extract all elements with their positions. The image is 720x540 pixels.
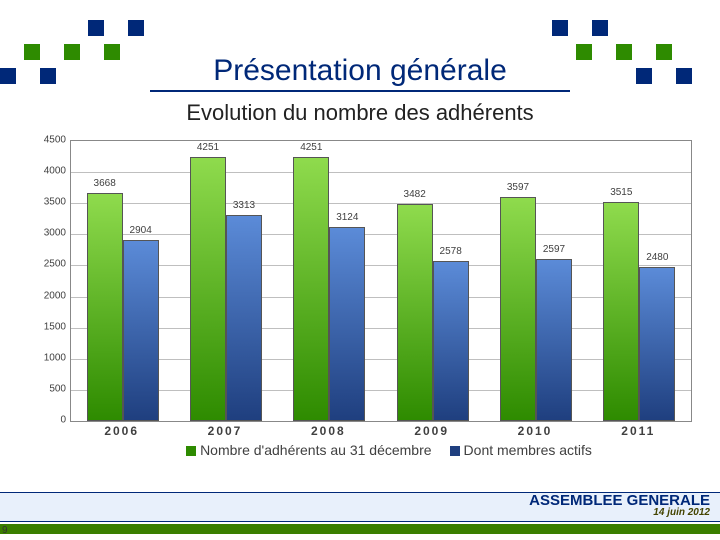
bar: 3668 — [87, 193, 123, 421]
legend: Nombre d'adhérents au 31 décembre Dont me… — [70, 442, 690, 458]
decor-square — [88, 20, 104, 36]
x-tick-label: 2008 — [277, 424, 380, 438]
bar-group: 35972597 — [484, 197, 587, 421]
bar-group: 42513313 — [174, 157, 277, 422]
bar-value-label: 3313 — [233, 200, 255, 211]
y-tick-label: 1500 — [30, 321, 66, 332]
decor-square — [64, 44, 80, 60]
bar-value-label: 2578 — [440, 246, 462, 257]
bottom-stripe — [0, 524, 720, 534]
bar-group: 35152480 — [588, 202, 691, 421]
decor-square — [616, 44, 632, 60]
legend-swatch — [450, 446, 460, 456]
bar-group: 36682904 — [71, 193, 174, 421]
y-tick-label: 1000 — [30, 352, 66, 363]
bar: 2578 — [433, 261, 469, 421]
bar-value-label: 2480 — [646, 252, 668, 263]
plot-area: 3668290442513313425131243482257835972597… — [70, 140, 692, 422]
bar-chart: 3668290442513313425131243482257835972597… — [30, 140, 690, 450]
decor-square — [24, 44, 40, 60]
y-tick-label: 3500 — [30, 197, 66, 208]
bar-group: 42513124 — [278, 157, 381, 422]
bar-value-label: 2597 — [543, 244, 565, 255]
decor-square — [656, 44, 672, 60]
bar: 2597 — [536, 259, 572, 421]
decor-square — [40, 68, 56, 84]
legend-swatch — [186, 446, 196, 456]
page-number: 9 — [2, 525, 8, 536]
bar-value-label: 2904 — [130, 225, 152, 236]
decor-square — [636, 68, 652, 84]
gridline — [71, 172, 691, 173]
bar-group: 34822578 — [381, 204, 484, 421]
bar-value-label: 3124 — [336, 212, 358, 223]
bar-value-label: 3515 — [610, 187, 632, 198]
decor-square — [0, 68, 16, 84]
bar: 3597 — [500, 197, 536, 421]
x-tick-label: 2007 — [173, 424, 276, 438]
y-tick-label: 500 — [30, 383, 66, 394]
x-tick-label: 2009 — [380, 424, 483, 438]
y-tick-label: 2000 — [30, 290, 66, 301]
x-tick-label: 2006 — [70, 424, 173, 438]
decor-square — [592, 20, 608, 36]
decor-square — [128, 20, 144, 36]
bar: 4251 — [190, 157, 226, 422]
page-title: Présentation générale — [150, 54, 570, 92]
bar-value-label: 3668 — [94, 178, 116, 189]
page-subtitle: Evolution du nombre des adhérents — [0, 100, 720, 126]
bar: 3482 — [397, 204, 433, 421]
legend-label: Nombre d'adhérents au 31 décembre — [200, 442, 431, 458]
bar-value-label: 3597 — [507, 182, 529, 193]
decor-square — [104, 44, 120, 60]
bar-value-label: 4251 — [300, 142, 322, 153]
decor-square — [552, 20, 568, 36]
bar: 2904 — [123, 240, 159, 421]
bar: 3515 — [603, 202, 639, 421]
footer-bar: ASSEMBLEE GENERALE 14 juin 2012 — [0, 492, 720, 522]
bar: 3124 — [329, 227, 365, 421]
bar-value-label: 3482 — [404, 189, 426, 200]
decor-square — [576, 44, 592, 60]
bar: 4251 — [293, 157, 329, 422]
y-tick-label: 3000 — [30, 228, 66, 239]
y-tick-label: 4500 — [30, 135, 66, 146]
x-tick-label: 2011 — [587, 424, 690, 438]
x-tick-label: 2010 — [483, 424, 586, 438]
legend-label: Dont membres actifs — [464, 442, 592, 458]
y-tick-label: 4000 — [30, 166, 66, 177]
y-tick-label: 0 — [30, 415, 66, 426]
y-tick-label: 2500 — [30, 259, 66, 270]
bar: 2480 — [639, 267, 675, 421]
bar: 3313 — [226, 215, 262, 421]
bar-value-label: 4251 — [197, 142, 219, 153]
decor-square — [676, 68, 692, 84]
